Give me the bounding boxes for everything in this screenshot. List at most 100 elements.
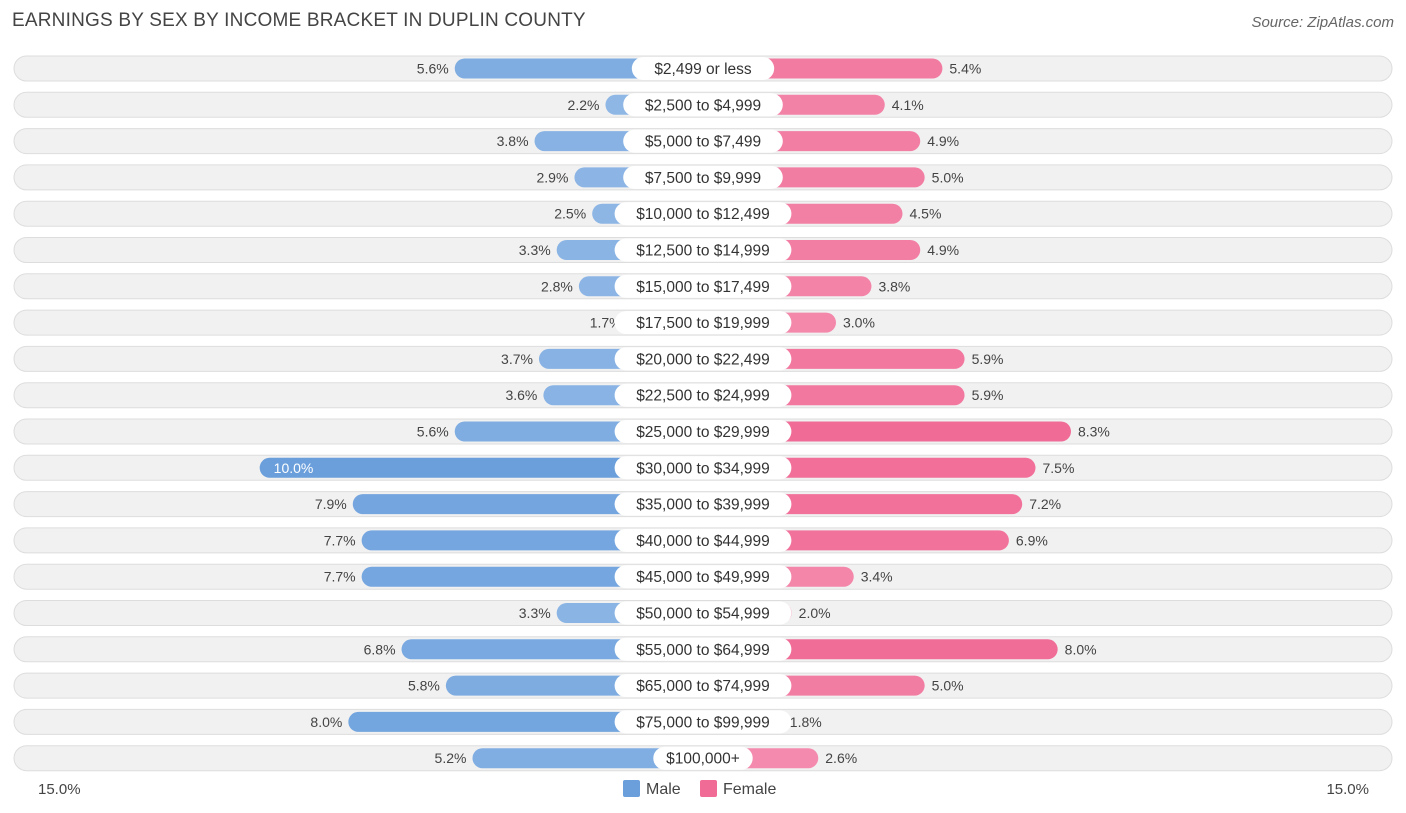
category-label: $12,500 to $14,999 bbox=[636, 243, 770, 260]
bar-row: 2.5% 4.5% $10,000 to $12,499 bbox=[13, 200, 1393, 227]
category-label: $22,500 to $24,999 bbox=[636, 388, 770, 405]
bar-row: 2.2% 4.1% $2,500 to $4,999 bbox=[13, 91, 1393, 118]
category-label: $35,000 to $39,999 bbox=[636, 497, 770, 514]
category-pill bbox=[614, 383, 792, 407]
male-value-label: 3.6% bbox=[505, 387, 537, 403]
male-value-label: 5.2% bbox=[435, 750, 467, 766]
female-value-label: 4.9% bbox=[927, 133, 959, 149]
category-label: $100,000+ bbox=[666, 751, 740, 768]
category-pill bbox=[614, 674, 792, 698]
bar-row: 8.0% 1.8% $75,000 to $99,999 bbox=[13, 708, 1393, 735]
female-value-label: 3.0% bbox=[843, 315, 875, 331]
bar-row: 5.2% 2.6% $100,000+ bbox=[13, 745, 1393, 772]
category-pill bbox=[623, 93, 783, 117]
bar-row: 1.7% 3.0% $17,500 to $19,999 bbox=[13, 309, 1393, 336]
female-value-label: 4.5% bbox=[910, 206, 942, 222]
category-pill bbox=[623, 165, 783, 189]
male-bar bbox=[472, 748, 703, 769]
category-pill bbox=[614, 274, 792, 298]
axis-label-left: 15.0% bbox=[38, 781, 81, 798]
female-value-label: 2.0% bbox=[799, 605, 831, 621]
bar-row: 6.8% 8.0% $55,000 to $64,999 bbox=[13, 636, 1393, 663]
male-value-label: 6.8% bbox=[364, 641, 396, 657]
male-value-label: 10.0% bbox=[274, 460, 314, 476]
category-pill bbox=[623, 129, 783, 153]
category-pill bbox=[614, 492, 792, 516]
male-value-label: 2.5% bbox=[554, 206, 586, 222]
category-label: $65,000 to $74,999 bbox=[636, 678, 770, 695]
category-label: $5,000 to $7,499 bbox=[645, 134, 761, 151]
category-label: $2,500 to $4,999 bbox=[645, 97, 761, 114]
female-value-label: 1.8% bbox=[790, 714, 822, 730]
female-value-label: 5.0% bbox=[932, 678, 964, 694]
category-label: $25,000 to $29,999 bbox=[636, 424, 770, 441]
bar-row: 7.7% 6.9% $40,000 to $44,999 bbox=[13, 527, 1393, 554]
category-pill bbox=[614, 420, 792, 443]
female-bar bbox=[703, 421, 1071, 442]
male-value-label: 5.6% bbox=[417, 61, 449, 77]
category-label: $2,499 or less bbox=[654, 61, 752, 78]
male-value-label: 2.2% bbox=[568, 97, 600, 113]
source-credit: Source: ZipAtlas.com bbox=[1251, 14, 1394, 31]
female-value-label: 5.9% bbox=[972, 387, 1004, 403]
category-label: $15,000 to $17,499 bbox=[636, 279, 770, 296]
bar-row: 7.7% 3.4% $45,000 to $49,999 bbox=[13, 563, 1393, 590]
category-pill bbox=[614, 238, 792, 262]
male-value-label: 1.7% bbox=[590, 315, 622, 331]
male-value-label: 7.7% bbox=[324, 532, 356, 548]
bar-row: 5.6% 5.4% $2,499 or less bbox=[13, 55, 1393, 82]
category-pill bbox=[614, 528, 792, 552]
female-value-label: 8.0% bbox=[1065, 641, 1097, 657]
bar-row: 3.6% 5.9% $22,500 to $24,999 bbox=[13, 382, 1393, 409]
category-pill bbox=[614, 601, 792, 625]
legend: Male Female bbox=[623, 780, 776, 798]
category-label: $50,000 to $54,999 bbox=[636, 606, 770, 623]
male-bar bbox=[259, 457, 703, 478]
male-value-label: 5.6% bbox=[417, 424, 449, 440]
category-label: $7,500 to $9,999 bbox=[645, 170, 761, 187]
category-label: $10,000 to $12,499 bbox=[636, 206, 770, 223]
male-value-label: 7.7% bbox=[324, 569, 356, 585]
legend-male-swatch bbox=[623, 780, 640, 797]
category-pill bbox=[614, 456, 792, 480]
category-pill bbox=[614, 202, 792, 226]
female-bar bbox=[703, 639, 1058, 660]
male-value-label: 2.9% bbox=[537, 169, 569, 185]
bar-row: 3.3% 4.9% $12,500 to $14,999 bbox=[13, 237, 1393, 263]
female-value-label: 5.4% bbox=[949, 61, 981, 77]
male-value-label: 3.3% bbox=[519, 605, 551, 621]
legend-female-swatch bbox=[700, 780, 717, 797]
category-label: $55,000 to $64,999 bbox=[636, 642, 770, 659]
female-value-label: 3.8% bbox=[878, 278, 910, 294]
female-value-label: 4.1% bbox=[892, 97, 924, 113]
female-value-label: 4.9% bbox=[927, 242, 959, 258]
male-value-label: 3.8% bbox=[497, 133, 529, 149]
female-value-label: 3.4% bbox=[861, 569, 893, 585]
legend-female-label: Female bbox=[723, 781, 776, 798]
bar-row: 3.8% 4.9% $5,000 to $7,499 bbox=[13, 128, 1393, 155]
bar-row: 2.8% 3.8% $15,000 to $17,499 bbox=[13, 273, 1393, 300]
axis-label-right: 15.0% bbox=[1326, 781, 1369, 798]
category-pill bbox=[653, 746, 753, 770]
female-value-label: 5.0% bbox=[932, 169, 964, 185]
male-value-label: 2.8% bbox=[541, 278, 573, 294]
category-label: $17,500 to $19,999 bbox=[636, 315, 770, 332]
male-value-label: 8.0% bbox=[310, 714, 342, 730]
male-bar bbox=[348, 711, 703, 732]
bar-row: 10.0% 7.5% $30,000 to $34,999 bbox=[13, 454, 1393, 481]
male-value-label: 7.9% bbox=[315, 496, 347, 512]
bar-row: 3.7% 5.9% $20,000 to $22,499 bbox=[13, 345, 1393, 372]
category-label: $75,000 to $99,999 bbox=[636, 714, 770, 731]
bar-row: 2.9% 5.0% $7,500 to $9,999 bbox=[13, 164, 1393, 191]
male-value-label: 5.8% bbox=[408, 678, 440, 694]
category-label: $30,000 to $34,999 bbox=[636, 460, 770, 477]
category-pill bbox=[614, 710, 792, 734]
category-label: $40,000 to $44,999 bbox=[636, 533, 770, 550]
female-value-label: 5.9% bbox=[972, 351, 1004, 367]
category-pill bbox=[614, 565, 792, 589]
bar-row: 5.8% 5.0% $65,000 to $74,999 bbox=[13, 672, 1393, 699]
female-value-label: 2.6% bbox=[825, 750, 857, 766]
category-label: $20,000 to $22,499 bbox=[636, 351, 770, 368]
legend-male-label: Male bbox=[646, 781, 681, 798]
